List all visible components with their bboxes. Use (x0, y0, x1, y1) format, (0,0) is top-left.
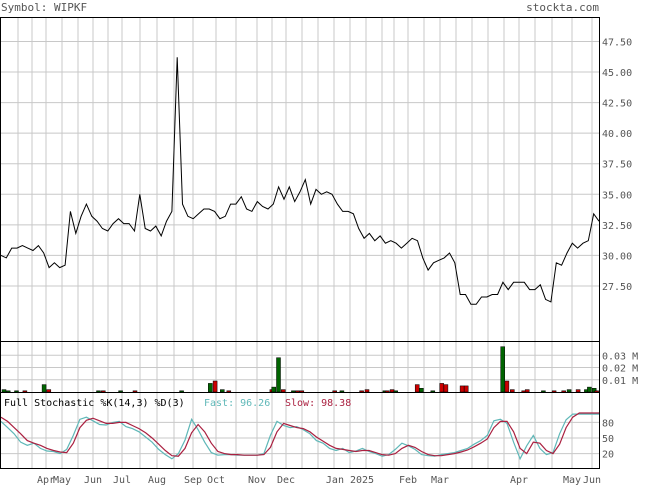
volume-bar (208, 383, 213, 393)
stochastic-frame (0, 392, 600, 469)
x-tick-label: Dec (277, 475, 295, 486)
volume-bar (281, 389, 286, 393)
x-tick-label: Oct (207, 475, 225, 486)
volume-bar (510, 389, 515, 393)
volume-bar (504, 380, 510, 393)
slow-value-label: Slow: 98.38 (285, 398, 351, 409)
x-tick-label: Nov (248, 475, 266, 486)
volume-bar (463, 385, 469, 393)
price-tick-label: 37.50 (602, 160, 632, 171)
price-tick-label: 47.50 (602, 37, 632, 48)
x-tick-label: Feb (399, 475, 417, 486)
volume-bar (299, 390, 305, 393)
volume-tick-label: 0.01 M (602, 376, 638, 387)
volume-bar (101, 390, 106, 393)
site-label: stockta.com (526, 1, 599, 14)
volume-bar (414, 384, 420, 393)
volume-bar (14, 390, 19, 393)
volume-bar (41, 384, 47, 393)
volume-bar (551, 390, 557, 393)
volume-bar (332, 390, 337, 393)
volume-bar (132, 390, 138, 393)
stochastic-tick-label: 50 (602, 434, 614, 445)
price-tick-label: 42.50 (602, 99, 632, 110)
price-tick-label: 40.00 (602, 129, 632, 140)
volume-bar (118, 390, 123, 393)
price-tick-label: 27.50 (602, 282, 632, 293)
symbol-label: Symbol: WIPKF (1, 1, 87, 14)
volume-bar (393, 390, 398, 393)
volume-bar (46, 389, 52, 393)
stochastic-tick-label: 80 (602, 418, 614, 429)
stochastic-title: Full Stochastic %K(14,3) %D(3) (4, 398, 185, 409)
x-tick-label: Apr (37, 475, 55, 486)
volume-bar (364, 389, 370, 393)
x-tick-label: Sep (184, 475, 202, 486)
slow-stochastic-line (0, 412, 599, 457)
price-tick-label: 45.00 (602, 68, 632, 79)
volume-bar (459, 385, 465, 393)
volume-bar (96, 390, 101, 393)
volume-bar (500, 346, 505, 393)
price-panel (0, 57, 600, 305)
volume-panel (1, 346, 599, 393)
volume-bar (594, 390, 599, 393)
x-tick-label: May (563, 475, 581, 486)
volume-bar (22, 390, 28, 393)
volume-bar (430, 390, 436, 393)
x-tick-label: Mar (431, 475, 449, 486)
volume-bar (226, 390, 232, 393)
volume-bar (276, 357, 281, 393)
x-tick-label: Jun (84, 475, 102, 486)
price-tick-label: 35.00 (602, 190, 632, 201)
volume-bar (561, 390, 566, 393)
volume-bar (524, 389, 530, 393)
volume-bar (1, 389, 7, 393)
x-tick-label: Jan 2025 (326, 475, 374, 486)
price-tick-label: 32.50 (602, 221, 632, 232)
stochastic-tick-label: 20 (602, 450, 614, 461)
volume-bar (212, 380, 218, 393)
x-tick-label: Jun (583, 475, 601, 486)
x-tick-label: Aug (148, 475, 166, 486)
x-tick-label: May (53, 475, 71, 486)
volume-bar (385, 390, 390, 393)
x-tick-label: Apr (510, 475, 528, 486)
volume-bar (443, 384, 449, 393)
x-tick-label: Jul (113, 475, 131, 486)
price-line (0, 57, 600, 305)
panel-frames (0, 17, 600, 469)
volume-bar (179, 390, 184, 393)
volume-bar (419, 388, 424, 393)
volume-bar (5, 390, 11, 393)
stochastic-panel (0, 412, 599, 461)
volume-bar (295, 390, 300, 393)
volume-bar (439, 383, 444, 393)
volume-bar (587, 386, 592, 393)
volume-bar (359, 390, 364, 393)
volume-bar (541, 390, 546, 393)
volume-bar (575, 389, 581, 393)
fast-value-label: Fast: 96.26 (204, 398, 270, 409)
volume-tick-label: 0.03 M (602, 351, 638, 362)
volume-bar (566, 389, 572, 393)
volume-tick-label: 0.02 M (602, 364, 638, 375)
price-tick-label: 30.00 (602, 251, 632, 262)
volume-bar (291, 390, 296, 393)
volume-bar (220, 389, 225, 393)
volume-bar (339, 390, 345, 393)
volume-bar (271, 386, 276, 393)
